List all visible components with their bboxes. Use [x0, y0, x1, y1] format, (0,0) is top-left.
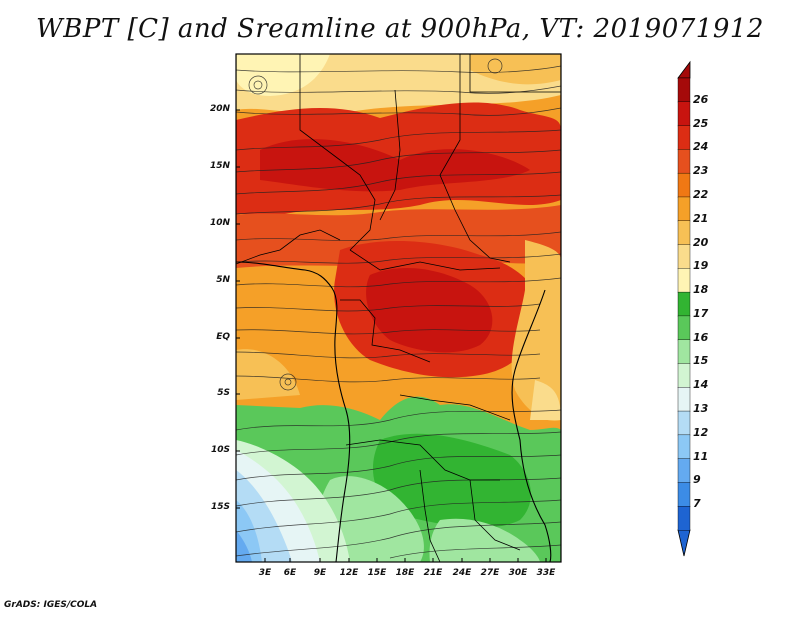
- colorbar-label: 17: [693, 306, 709, 320]
- credit-text: GrADS: IGES/COLA: [4, 600, 98, 610]
- colorbar-segment: [677, 149, 691, 174]
- lon-label: 27E: [480, 568, 500, 578]
- colorbar-segment: [677, 387, 691, 412]
- wbpt-field: [236, 54, 561, 562]
- colorbar-segment: [677, 291, 691, 317]
- lon-label: 21E: [423, 568, 443, 578]
- colorbar-segment: [677, 125, 691, 150]
- lat-label: EQ: [216, 332, 230, 342]
- colorbar: [677, 60, 691, 557]
- colorbar-segment: [677, 506, 691, 531]
- colorbar-segment: [677, 458, 691, 484]
- colorbar-segment: [677, 363, 691, 388]
- colorbar-label: 13: [693, 402, 709, 416]
- colorbar-segment: [677, 315, 691, 341]
- lon-label: 15E: [367, 568, 387, 578]
- colorbar-segment: [677, 434, 691, 460]
- colorbar-segment: [677, 77, 691, 103]
- colorbar-label: 24: [693, 140, 709, 154]
- lat-label: 10N: [209, 218, 230, 228]
- colorbar-label: 16: [693, 330, 709, 344]
- lat-label: 20N: [209, 104, 230, 114]
- colorbar-segment: [677, 196, 691, 222]
- colorbar-bottom-arrow: [677, 529, 691, 557]
- lon-label: 30E: [508, 568, 528, 578]
- colorbar-segment: [677, 172, 691, 198]
- lat-label: 5N: [216, 275, 230, 285]
- map-frame: [235, 53, 562, 563]
- colorbar-label: 25: [693, 116, 709, 130]
- map-title: WBPT [C] and Sreamline at 900hPa, VT: 20…: [36, 14, 764, 44]
- colorbar-label: 15: [693, 354, 709, 368]
- colorbar-label: 18: [693, 283, 709, 297]
- colorbar-label: 11: [693, 449, 709, 463]
- colorbar-label: 22: [693, 187, 709, 201]
- colorbar-label: 21: [693, 211, 709, 225]
- colorbar-label: 19: [693, 259, 709, 273]
- colorbar-label: 7: [693, 497, 701, 511]
- lat-label: 15S: [210, 502, 230, 512]
- lon-label: 18E: [395, 568, 415, 578]
- lon-label: 12E: [339, 568, 359, 578]
- lon-label: 3E: [258, 568, 272, 578]
- lon-label: 6E: [283, 568, 297, 578]
- colorbar-segment: [677, 410, 691, 436]
- colorbar-label: 9: [693, 473, 701, 487]
- colorbar-label: 26: [693, 92, 709, 106]
- lat-label: 5S: [217, 388, 230, 398]
- colorbar-segment: [677, 220, 691, 246]
- colorbar-top-arrow: [677, 60, 691, 79]
- colorbar-label: 12: [693, 425, 709, 439]
- lat-label: 10S: [210, 445, 230, 455]
- lat-label: 15N: [209, 161, 230, 171]
- lon-label: 9E: [313, 568, 327, 578]
- colorbar-label: 20: [693, 235, 709, 249]
- colorbar-segment: [677, 244, 691, 269]
- colorbar-segment: [677, 101, 691, 127]
- lon-label: 24E: [452, 568, 472, 578]
- colorbar-label: 14: [693, 378, 709, 392]
- colorbar-segment: [677, 482, 691, 507]
- colorbar-segment: [677, 268, 691, 293]
- colorbar-label: 23: [693, 164, 709, 178]
- lon-label: 33E: [536, 568, 556, 578]
- colorbar-segment: [677, 339, 691, 365]
